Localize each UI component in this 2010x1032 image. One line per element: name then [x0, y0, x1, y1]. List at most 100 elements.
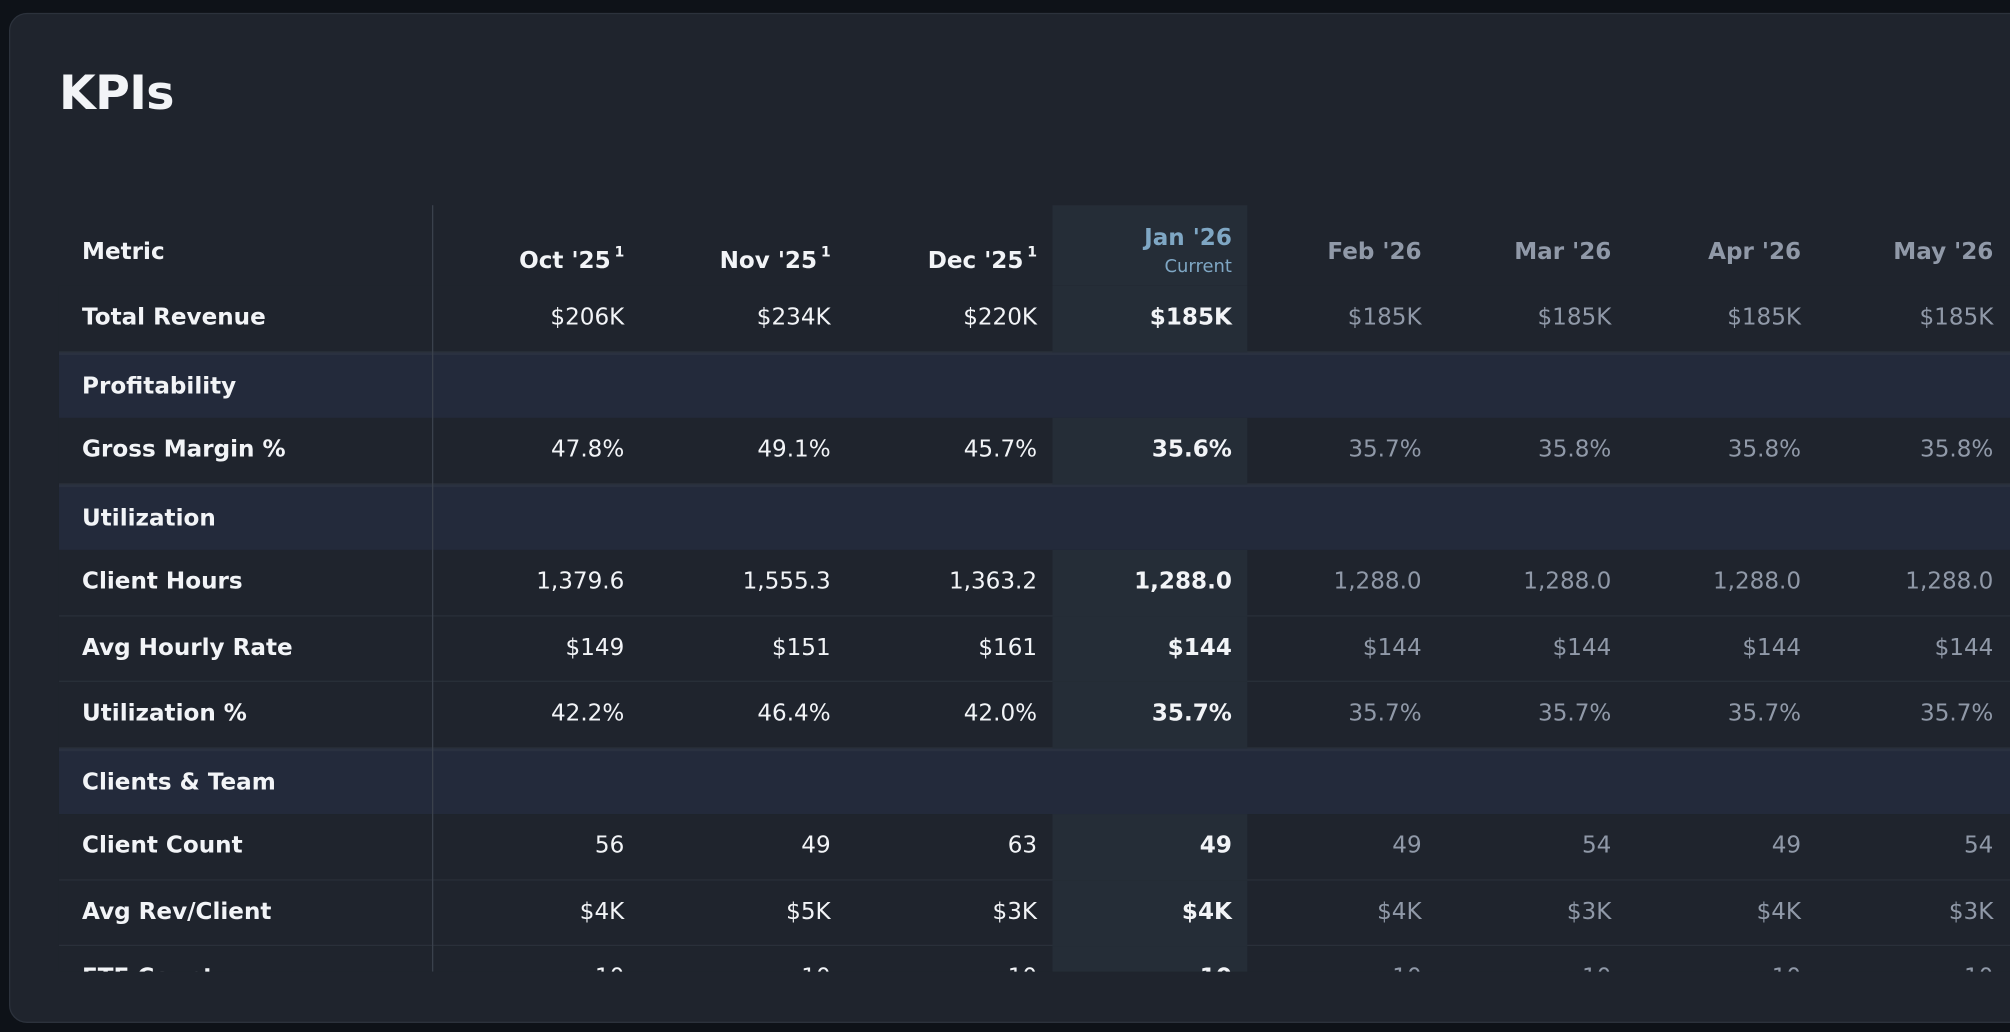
- current-column-bg: [1052, 880, 1248, 947]
- column-header: Jan '26: [1144, 224, 1232, 252]
- column-label: Dec '25: [927, 247, 1024, 275]
- metric-value: 49: [1199, 831, 1232, 859]
- metric-value: 46.4%: [757, 699, 831, 727]
- data-row: Gross Margin % 47.8% 49.1% 45.7% 35.6% 35.7% 3…: [58, 417, 2010, 484]
- metric-value: $149: [565, 633, 625, 661]
- metric-value: 10: [1392, 965, 1421, 972]
- data-row: Client Count 56 49 63 49 49 54 49 54: [58, 814, 2010, 881]
- section-label: Utilization: [82, 504, 216, 532]
- data-row: Client Hours 1,379.6 1,555.3 1,363.2 1,288.0…: [58, 549, 2010, 616]
- metric-value: $220K: [963, 303, 1038, 331]
- current-column-bg: [1052, 814, 1248, 881]
- column-label: Nov '25: [719, 247, 818, 275]
- section-label: Clients & Team: [82, 768, 276, 796]
- metric-value: 63: [1007, 831, 1038, 859]
- metric-value: $4K: [1181, 897, 1232, 925]
- metric-label: Avg Hourly Rate: [82, 633, 293, 661]
- column-label: Feb '26: [1327, 238, 1422, 266]
- data-row: Utilization % 42.2% 46.4% 42.0% 35.7% 35.7% 35…: [58, 681, 2010, 748]
- metric-value: 1,288.0: [1905, 567, 1994, 595]
- column-sublabel: Current: [1164, 256, 1232, 277]
- metric-value: 56: [594, 831, 625, 859]
- metric-label: Avg Rev/Client: [82, 897, 272, 925]
- section-row: Profitability: [58, 351, 2010, 418]
- metric-value: 10: [595, 965, 624, 972]
- column-header: Oct '25 1: [519, 240, 624, 275]
- metric-label: Total Revenue: [82, 303, 266, 331]
- metric-value: 35.7%: [1348, 435, 1422, 463]
- data-row: Avg Rev/Client $4K $5K $3K $4K $4K $3K $4K $3K: [58, 880, 2010, 947]
- footnote-marker: 1: [1027, 243, 1038, 261]
- metric-value: $4K: [1756, 897, 1802, 925]
- current-column-bg: [1052, 681, 1248, 748]
- metric-value: 10: [801, 965, 830, 972]
- metric-value: $185K: [1537, 303, 1612, 331]
- metric-value: $206K: [550, 303, 625, 331]
- current-column-header-bg: [1052, 205, 1248, 286]
- column-header: Apr '26: [1708, 239, 1801, 266]
- column-label: May '26: [1893, 238, 1994, 266]
- metric-value: $3K: [1948, 897, 1994, 925]
- column-header: Metric: [82, 238, 165, 266]
- metric-value: $3K: [1566, 897, 1612, 925]
- metric-value: 35.7%: [1151, 699, 1232, 727]
- metric-value: $161: [978, 633, 1038, 661]
- metric-value: $144: [1362, 633, 1422, 661]
- metric-value: $185K: [1347, 303, 1422, 331]
- metric-value: 1,379.6: [536, 567, 625, 595]
- metric-value: 10: [1008, 965, 1037, 972]
- metric-value: 49: [1771, 831, 1802, 859]
- metric-value: 1,288.0: [1134, 567, 1232, 595]
- metric-label: Gross Margin %: [82, 435, 286, 463]
- metric-value: 47.8%: [550, 435, 625, 463]
- metric-value: 35.8%: [1920, 435, 1994, 463]
- metric-value: 1,555.3: [742, 567, 831, 595]
- metric-value: 35.8%: [1727, 435, 1802, 463]
- current-column-bg: [1052, 417, 1248, 484]
- card-title: KPIs: [58, 65, 174, 121]
- metric-value: $144: [1167, 633, 1232, 661]
- column-label: Oct '25: [519, 247, 611, 275]
- column-label: Jan '26: [1144, 224, 1232, 252]
- metric-value: $185K: [1149, 303, 1232, 331]
- section-label: Profitability: [82, 372, 237, 400]
- current-column-bg: [1052, 615, 1248, 682]
- column-label: Mar '26: [1514, 238, 1612, 266]
- metric-value: 42.2%: [550, 699, 625, 727]
- metric-label: Utilization %: [82, 699, 247, 727]
- column-header: Nov '25 1: [720, 240, 831, 275]
- metric-value: 10: [1582, 965, 1611, 972]
- metric-value: 35.7%: [1538, 699, 1612, 727]
- metric-value: 35.7%: [1920, 699, 1994, 727]
- metric-value: 10: [1964, 965, 1993, 972]
- metric-value: 42.0%: [963, 699, 1038, 727]
- column-header: May '26: [1893, 238, 1994, 266]
- column-header: Feb '26: [1327, 238, 1422, 266]
- metric-value: 1,288.0: [1523, 567, 1612, 595]
- current-column-bg: [1052, 549, 1248, 616]
- metric-divider: [432, 205, 434, 972]
- data-row: Avg Hourly Rate $149 $151 $161 $144 $144 $144 $…: [58, 615, 2010, 682]
- metric-value: 49.1%: [757, 435, 831, 463]
- footnote-marker: 1: [820, 243, 831, 261]
- metric-value: $144: [1742, 633, 1802, 661]
- metric-value: 45.7%: [963, 435, 1038, 463]
- metric-label: FTE Count: [82, 965, 214, 972]
- metric-value: 54: [1963, 831, 1994, 859]
- metric-value: 1,288.0: [1333, 567, 1422, 595]
- metric-value: 35.6%: [1151, 435, 1232, 463]
- metric-value: $4K: [1377, 897, 1422, 925]
- metric-value: $185K: [1727, 303, 1802, 331]
- kpi-table: Metric Oct '25 1 Nov '25 1 Dec '25 1 Jan '26 Cur…: [58, 205, 2010, 972]
- metric-value: 1,288.0: [1712, 567, 1802, 595]
- metric-value: $185K: [1919, 303, 1994, 331]
- metric-value: 49: [801, 831, 831, 859]
- metric-value: 35.7%: [1348, 699, 1422, 727]
- metric-value: 49: [1392, 831, 1422, 859]
- metric-value: $144: [1934, 633, 1994, 661]
- metric-value: $4K: [579, 897, 625, 925]
- current-column-bg: [1052, 946, 1248, 972]
- metric-value: $5K: [786, 897, 831, 925]
- data-row: Total Revenue $206K $234K $220K $185K $185K $1…: [58, 285, 2010, 352]
